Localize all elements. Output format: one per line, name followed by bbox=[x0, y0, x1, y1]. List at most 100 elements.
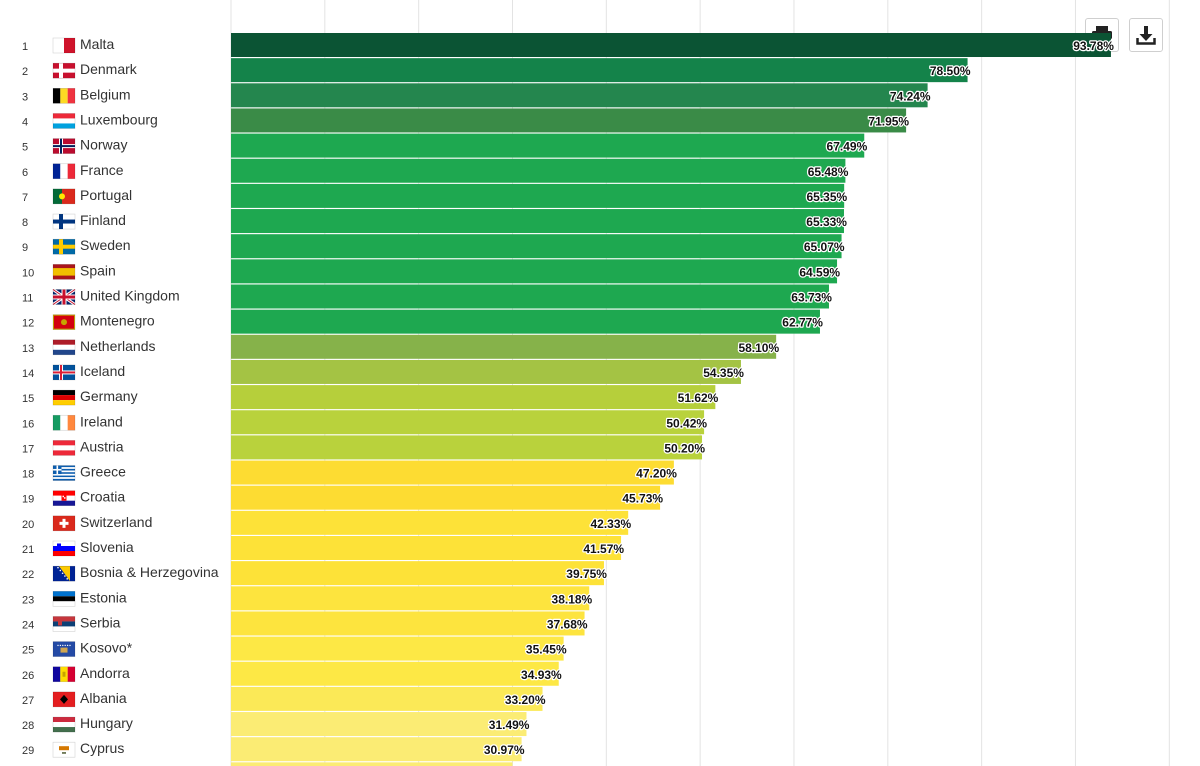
value-label: 71.95% bbox=[868, 114, 909, 128]
country-label: Netherlands bbox=[80, 338, 156, 354]
value-label: 62.77% bbox=[782, 316, 823, 330]
rank-label: 3 bbox=[22, 91, 28, 103]
bar[interactable] bbox=[231, 209, 844, 234]
country-label: Malta bbox=[80, 36, 114, 52]
value-label: 65.07% bbox=[804, 240, 845, 254]
bar[interactable] bbox=[231, 133, 865, 158]
malta-flag-icon bbox=[52, 37, 76, 54]
rank-label: 1 bbox=[22, 41, 28, 53]
country-label: Switzerland bbox=[80, 514, 152, 530]
bars bbox=[231, 33, 1111, 766]
country-label: France bbox=[80, 162, 124, 178]
bar[interactable] bbox=[231, 284, 829, 309]
value-label: 74.24% bbox=[890, 89, 931, 103]
value-label: 42.33% bbox=[590, 517, 631, 531]
bar[interactable] bbox=[231, 359, 741, 384]
belgium-flag-icon bbox=[52, 88, 76, 104]
estonia-flag-icon bbox=[52, 590, 76, 607]
rank-label: 28 bbox=[22, 720, 34, 732]
bar[interactable] bbox=[231, 737, 522, 762]
bar[interactable] bbox=[231, 485, 661, 510]
bar[interactable] bbox=[231, 611, 585, 636]
country-label: Cyprus bbox=[80, 740, 124, 756]
albania-flag-icon bbox=[52, 691, 76, 708]
country-label: Austria bbox=[80, 438, 124, 454]
country-label: Portugal bbox=[80, 187, 132, 203]
bar[interactable] bbox=[231, 83, 928, 108]
greece-flag-icon bbox=[52, 465, 76, 481]
bar[interactable] bbox=[231, 762, 513, 766]
bar[interactable] bbox=[231, 410, 705, 435]
rank-label: 4 bbox=[22, 116, 28, 128]
bar[interactable] bbox=[231, 259, 838, 284]
bar[interactable] bbox=[231, 234, 842, 259]
rank-label: 13 bbox=[22, 343, 34, 355]
country-label: Slovenia bbox=[80, 539, 134, 555]
value-label: 45.73% bbox=[622, 492, 663, 506]
rank-label: 2 bbox=[22, 66, 28, 78]
value-label: 50.20% bbox=[664, 441, 705, 455]
rank-label: 8 bbox=[22, 217, 28, 229]
ireland-flag-icon bbox=[52, 414, 76, 431]
country-label: Serbia bbox=[80, 614, 121, 630]
bar[interactable] bbox=[231, 561, 604, 586]
rank-label: 24 bbox=[22, 619, 34, 631]
rank-label: 11 bbox=[22, 293, 33, 305]
luxembourg-flag-icon bbox=[52, 113, 76, 129]
bar[interactable] bbox=[231, 661, 559, 686]
value-label: 38.18% bbox=[552, 592, 593, 606]
country-label: Spain bbox=[80, 262, 116, 278]
bar[interactable] bbox=[231, 309, 820, 334]
bar[interactable] bbox=[231, 108, 907, 133]
download-icon bbox=[1136, 26, 1156, 45]
portugal-flag-icon bbox=[52, 188, 76, 205]
bar[interactable] bbox=[231, 435, 703, 460]
bar[interactable] bbox=[231, 636, 564, 661]
value-label: 30.97% bbox=[484, 743, 525, 757]
serbia-flag-icon bbox=[52, 616, 76, 632]
country-label: Sweden bbox=[80, 237, 131, 253]
value-label: 35.45% bbox=[526, 643, 567, 657]
rank-label: 15 bbox=[22, 393, 34, 405]
country-label: Norway bbox=[80, 137, 127, 153]
rank-label: 6 bbox=[22, 167, 28, 179]
country-label: Kosovo* bbox=[80, 640, 133, 656]
rank-label: 7 bbox=[22, 192, 28, 204]
country-label: Finland bbox=[80, 212, 126, 228]
bar[interactable] bbox=[231, 385, 716, 410]
bar[interactable] bbox=[231, 33, 1111, 57]
download-button[interactable] bbox=[1129, 18, 1163, 52]
uk-flag-icon bbox=[52, 288, 76, 306]
rank-label: 25 bbox=[22, 645, 34, 657]
country-label: Greece bbox=[80, 464, 126, 480]
bar[interactable] bbox=[231, 460, 674, 485]
value-label: 67.49% bbox=[827, 140, 868, 154]
netherlands-flag-icon bbox=[52, 339, 76, 356]
country-label: Montenegro bbox=[80, 313, 155, 329]
country-label: Croatia bbox=[80, 489, 125, 505]
iceland-flag-icon bbox=[52, 364, 76, 381]
rank-label: 27 bbox=[22, 695, 34, 707]
bar[interactable] bbox=[231, 158, 846, 183]
bar[interactable] bbox=[231, 334, 777, 359]
bar[interactable] bbox=[231, 586, 590, 611]
value-label: 78.50% bbox=[930, 64, 971, 78]
rank-label: 5 bbox=[22, 142, 28, 154]
country-label: Albania bbox=[80, 690, 127, 706]
bar[interactable] bbox=[231, 686, 543, 711]
bar[interactable] bbox=[231, 58, 968, 83]
country-label: Bosnia & Herzegovina bbox=[80, 564, 219, 580]
rank-label: 26 bbox=[22, 670, 34, 682]
bar[interactable] bbox=[231, 712, 527, 737]
rank-label: 29 bbox=[22, 745, 34, 757]
germany-flag-icon bbox=[52, 389, 76, 406]
rank-label: 18 bbox=[22, 469, 34, 481]
bar[interactable] bbox=[231, 510, 629, 535]
bar[interactable] bbox=[231, 536, 622, 560]
bar[interactable] bbox=[231, 183, 845, 208]
value-label: 65.48% bbox=[808, 165, 849, 179]
value-label: 93.78% bbox=[1073, 39, 1114, 53]
value-label: 65.35% bbox=[806, 190, 847, 204]
value-label: 58.10% bbox=[738, 341, 779, 355]
country-label: Estonia bbox=[80, 589, 127, 605]
